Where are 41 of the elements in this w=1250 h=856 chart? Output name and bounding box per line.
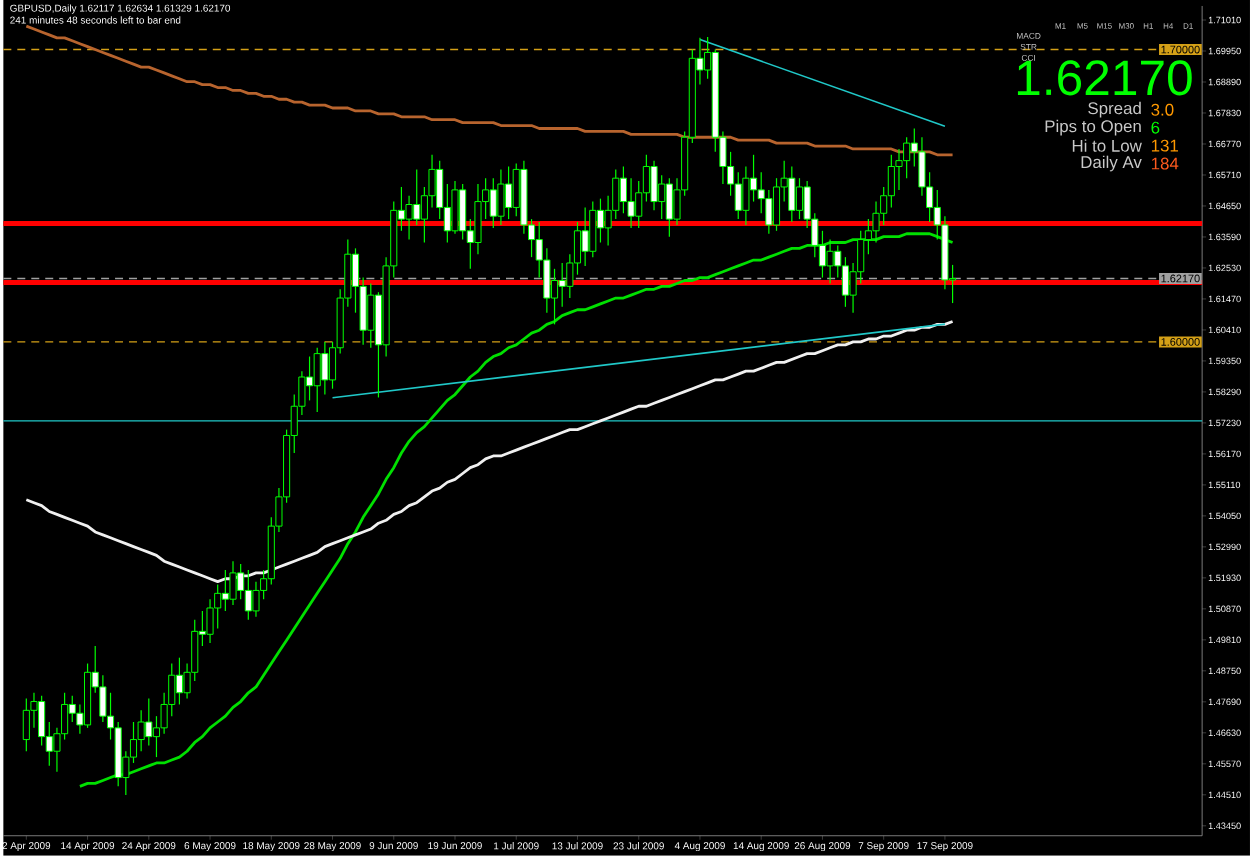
candlestick bbox=[22, 698, 30, 752]
candlestick bbox=[665, 177, 673, 238]
candlestick bbox=[795, 177, 804, 220]
candlestick bbox=[505, 166, 513, 220]
candlestick bbox=[459, 183, 467, 241]
text: Spread bbox=[1088, 101, 1141, 118]
candlestick bbox=[38, 695, 46, 747]
candlestick bbox=[175, 657, 183, 706]
text: Pips to Open bbox=[1045, 119, 1141, 136]
candlestick bbox=[581, 206, 589, 267]
candlestick bbox=[313, 347, 321, 413]
text: 1.62170 bbox=[1017, 60, 1192, 96]
candlestick bbox=[749, 154, 758, 203]
candlestick bbox=[772, 177, 781, 232]
candlestick bbox=[497, 168, 505, 226]
candlestick bbox=[887, 154, 895, 209]
candlestick bbox=[489, 177, 497, 229]
candlestick bbox=[734, 171, 742, 220]
candlestick bbox=[244, 569, 252, 621]
candlestick bbox=[558, 262, 566, 308]
candlestick bbox=[826, 239, 834, 285]
candlestick bbox=[596, 198, 605, 244]
candlestick bbox=[658, 174, 666, 220]
text: 3.0 bbox=[1151, 103, 1174, 116]
candlestick bbox=[841, 256, 849, 308]
candlestick bbox=[413, 168, 421, 226]
candlestick bbox=[367, 283, 375, 349]
candlestick bbox=[221, 569, 229, 612]
text: 6 bbox=[1151, 121, 1160, 134]
candlestick bbox=[405, 195, 413, 241]
text: 184 bbox=[1151, 157, 1179, 170]
candlestick bbox=[229, 560, 237, 606]
candlestick bbox=[788, 166, 796, 223]
text: Hi to Low bbox=[1072, 139, 1142, 152]
candlestick bbox=[306, 356, 314, 402]
candlestick bbox=[589, 201, 597, 258]
candlestick bbox=[650, 160, 658, 212]
text: Daily Av bbox=[1081, 155, 1142, 172]
candlestick bbox=[321, 341, 329, 396]
candlestick bbox=[451, 180, 459, 235]
text: 131 bbox=[1151, 139, 1179, 152]
